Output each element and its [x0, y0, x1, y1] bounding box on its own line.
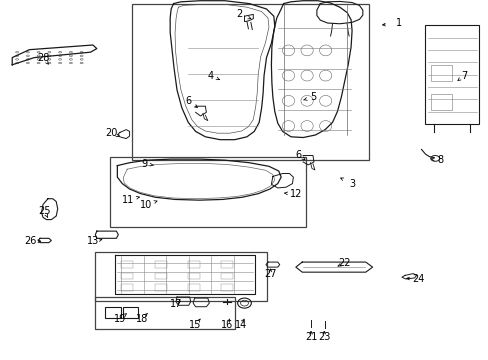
Text: 3: 3 [348, 179, 354, 189]
Text: 16: 16 [220, 320, 233, 330]
Bar [121, 284, 133, 291]
Bar [425, 25, 478, 124]
Text: 10: 10 [139, 200, 152, 210]
Text: 15: 15 [189, 320, 202, 330]
Text: 4: 4 [207, 71, 213, 81]
Bar [187, 273, 200, 279]
Bar [221, 284, 233, 291]
Bar [121, 261, 133, 268]
Bar [123, 307, 138, 318]
Bar [187, 284, 200, 291]
Text: 26: 26 [24, 236, 37, 246]
Bar [132, 4, 368, 160]
Text: 7: 7 [461, 71, 467, 81]
Text: 6: 6 [185, 96, 191, 106]
Bar [95, 252, 266, 301]
Bar [110, 157, 305, 227]
Text: 6: 6 [295, 150, 301, 160]
Bar [221, 273, 233, 279]
Text: 2: 2 [236, 9, 242, 19]
Text: 22: 22 [338, 258, 350, 268]
Bar [121, 273, 133, 279]
Text: 1: 1 [395, 18, 401, 28]
Text: 11: 11 [122, 195, 134, 205]
Bar [105, 307, 121, 318]
Bar [187, 261, 200, 268]
Text: 8: 8 [436, 155, 442, 165]
Text: 9: 9 [141, 159, 147, 169]
Text: 13: 13 [86, 236, 99, 246]
Bar [221, 261, 233, 268]
Text: 17: 17 [169, 299, 182, 309]
Text: 19: 19 [113, 314, 126, 324]
Bar [430, 65, 451, 81]
Text: 12: 12 [289, 189, 302, 199]
Bar [154, 284, 166, 291]
Text: 14: 14 [234, 320, 246, 330]
Text: 5: 5 [309, 92, 315, 102]
Text: 18: 18 [135, 314, 148, 324]
Text: 20: 20 [105, 128, 118, 138]
Text: 21: 21 [304, 332, 317, 342]
Bar [154, 273, 166, 279]
Bar [430, 94, 451, 110]
Bar [154, 261, 166, 268]
Text: 25: 25 [38, 206, 50, 216]
Text: 24: 24 [411, 274, 424, 284]
Text: 28: 28 [37, 53, 49, 63]
Text: 23: 23 [317, 332, 330, 342]
Bar [95, 297, 234, 329]
Text: 27: 27 [264, 269, 276, 279]
